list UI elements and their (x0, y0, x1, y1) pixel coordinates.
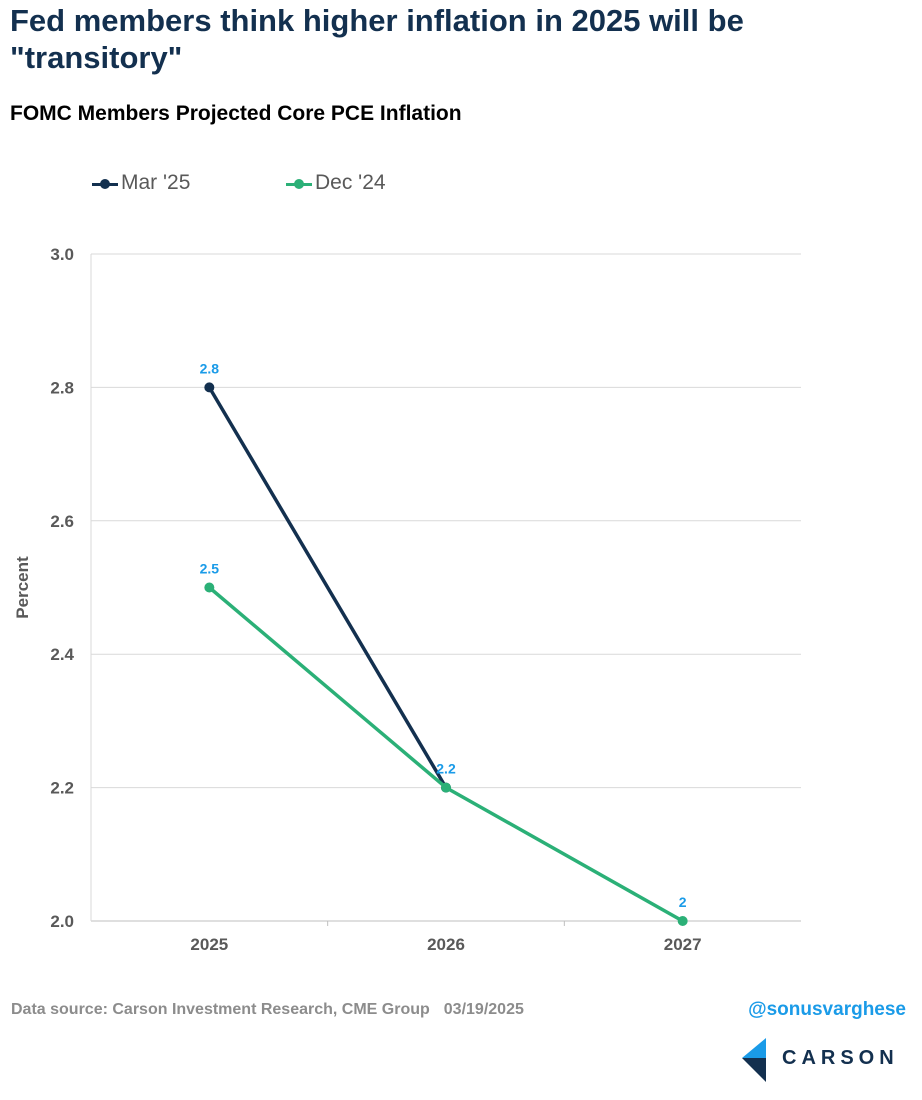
carson-logo-mark-icon (742, 1038, 766, 1082)
legend-swatch-mar-25 (92, 179, 118, 189)
legend-swatch-dec-24 (286, 179, 312, 189)
data-point-dec-24 (441, 782, 451, 793)
y-axis-title: Percent (13, 556, 32, 619)
chart-title: Fed members think higher inflation in 20… (10, 3, 744, 75)
y-tick-label: 2.4 (50, 645, 74, 664)
data-source-text: Data source: Carson Investment Research,… (11, 1001, 430, 1018)
x-tick-label: 2025 (190, 935, 228, 954)
data-label-mar-25: 2.8 (200, 360, 220, 376)
chart-subtitle: FOMC Members Projected Core PCE Inflatio… (10, 102, 462, 125)
data-date: 03/19/2025 (443, 1001, 524, 1018)
legend-label-mar-25: Mar '25 (121, 171, 191, 194)
carson-logo-text: CARSON (782, 1047, 899, 1069)
y-tick-label: 2.2 (50, 779, 74, 798)
y-tick-label: 2.6 (50, 512, 74, 531)
carson-logo: CARSON (742, 1038, 907, 1082)
data-point-dec-24 (204, 582, 215, 593)
series-line-mar-25 (207, 386, 448, 789)
author-handle: @sonusvarghese (748, 999, 906, 1020)
y-tick-label: 2.8 (50, 378, 74, 397)
y-tick-label: 3.0 (50, 245, 74, 264)
x-tick-label: 2027 (664, 935, 702, 954)
y-tick-label: 2.0 (50, 912, 74, 931)
data-label-dec-24: 2.2 (436, 761, 456, 777)
data-point-dec-24 (677, 916, 688, 926)
data-label-dec-24: 2 (679, 894, 687, 910)
data-point-mar-25 (204, 382, 215, 393)
data-source: Data source: Carson Investment Research,… (11, 1001, 524, 1019)
x-tick-label: 2026 (427, 935, 465, 954)
line-chart: 3.0 2.8 2.6 2.4 2.2 2.0 2025 2026 2027 Percent 2.… (13, 245, 801, 954)
data-label-dec-24: 2.5 (200, 561, 220, 577)
series-line-dec-24 (208, 586, 684, 923)
legend-label-dec-24: Dec '24 (315, 171, 386, 194)
